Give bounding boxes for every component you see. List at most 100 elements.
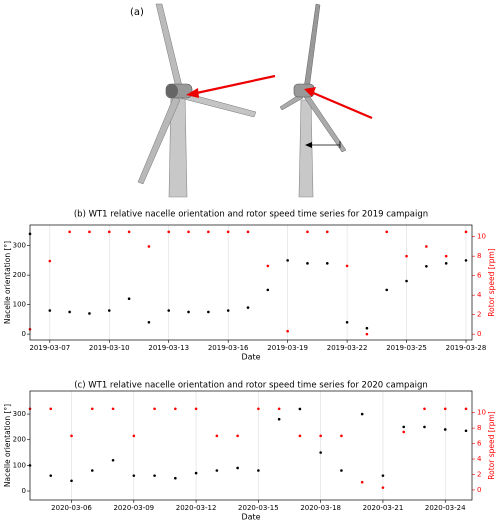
y-tick-label: 200 <box>13 436 26 444</box>
data-point <box>360 412 364 416</box>
data-point <box>325 262 329 265</box>
data-point <box>111 458 115 462</box>
data-point <box>48 309 52 312</box>
data-point <box>48 259 52 263</box>
turbine-illustration: (a) <box>130 3 373 198</box>
y-tick-label: 300 <box>13 242 26 250</box>
plot-frame <box>29 224 473 341</box>
data-point <box>90 407 94 411</box>
data-point <box>215 434 219 438</box>
x-tick-label: 2019-03-16 <box>208 344 249 352</box>
data-point <box>266 264 270 268</box>
y-tick-label: 100 <box>13 301 26 309</box>
y-axis-label: Nacelle orientation [°] <box>3 404 12 487</box>
data-point <box>319 451 322 454</box>
x-tick-label: 2019-03-19 <box>267 344 308 352</box>
data-point <box>215 469 219 472</box>
data-point <box>187 230 190 234</box>
panel-label: (a) <box>130 7 144 18</box>
data-point <box>340 469 343 472</box>
data-point <box>306 230 309 234</box>
data-point <box>70 479 73 483</box>
data-point <box>153 474 156 477</box>
x-tick-label: 2020-03-12 <box>176 504 217 512</box>
data-point <box>187 310 190 314</box>
data-point <box>207 310 210 314</box>
y2-tick-label: 8 <box>477 424 481 432</box>
y2-tick-label: 4 <box>477 291 482 299</box>
data-point <box>207 230 210 234</box>
data-point <box>286 259 289 262</box>
data-point <box>298 407 302 411</box>
data-point <box>226 230 230 234</box>
data-point <box>325 230 329 234</box>
data-point <box>167 230 171 234</box>
y2-axis-label: Rotor speed [rpm] <box>487 411 496 480</box>
data-point <box>405 254 408 258</box>
data-point <box>127 297 131 301</box>
data-point <box>167 309 171 312</box>
data-point <box>194 471 198 475</box>
data-point <box>277 407 281 411</box>
x-axis-label: Date <box>241 513 260 521</box>
x-tick-label: 2019-03-10 <box>89 344 130 352</box>
data-point <box>405 279 408 283</box>
data-point <box>132 434 136 438</box>
y2-tick-label: 6 <box>477 272 482 280</box>
data-point <box>49 407 53 411</box>
y2-tick-label: 6 <box>477 440 482 448</box>
data-point <box>194 407 198 411</box>
data-point <box>107 230 111 234</box>
data-point <box>147 321 151 324</box>
data-point <box>236 434 239 438</box>
chart-title: (c) WT1 relative nacelle orientation and… <box>74 381 428 391</box>
data-point <box>68 310 71 314</box>
data-point <box>425 245 428 248</box>
data-point <box>443 407 447 411</box>
x-tick-label: 2019-03-28 <box>446 344 487 352</box>
y-tick-label: 300 <box>13 410 26 418</box>
y-axis-label: Nacelle orientation [°] <box>3 241 12 324</box>
chart: (b) WT1 relative nacelle orientation and… <box>3 210 496 362</box>
data-point <box>306 262 309 265</box>
x-axis-label: Date <box>241 353 260 362</box>
data-point <box>381 474 385 477</box>
data-point <box>266 288 270 292</box>
data-point <box>385 230 389 234</box>
x-tick-label: 2019-03-13 <box>148 344 189 352</box>
data-point <box>385 288 389 292</box>
y-tick-label: 100 <box>13 461 26 469</box>
data-point <box>444 254 448 258</box>
data-point <box>360 480 364 484</box>
data-point <box>153 407 156 411</box>
x-tick-label: 2020-03-06 <box>51 504 92 512</box>
data-point <box>111 407 115 411</box>
data-point <box>345 321 349 324</box>
data-point <box>257 469 260 472</box>
x-tick-label: 2020-03-24 <box>425 504 466 512</box>
data-point <box>365 332 369 336</box>
y2-tick-label: 2 <box>477 470 481 478</box>
y2-tick-label: 0 <box>477 330 481 338</box>
data-point <box>319 434 322 438</box>
data-point <box>423 407 426 411</box>
data-point <box>132 474 136 477</box>
data-point <box>246 230 250 234</box>
data-point <box>425 264 428 268</box>
plot-frame <box>29 390 473 501</box>
data-point <box>174 407 177 411</box>
chart: (c) WT1 relative nacelle orientation and… <box>3 381 496 521</box>
data-point <box>246 306 250 309</box>
data-point <box>423 425 426 429</box>
data-point <box>70 434 73 438</box>
data-point <box>402 430 406 434</box>
data-point <box>298 434 302 438</box>
data-point <box>381 486 385 489</box>
y-tick-label: 200 <box>13 271 26 279</box>
data-point <box>443 428 447 431</box>
data-point <box>286 329 289 333</box>
x-tick-label: 2019-03-22 <box>327 344 368 352</box>
y2-tick-label: 4 <box>477 455 482 463</box>
data-point <box>340 434 343 438</box>
